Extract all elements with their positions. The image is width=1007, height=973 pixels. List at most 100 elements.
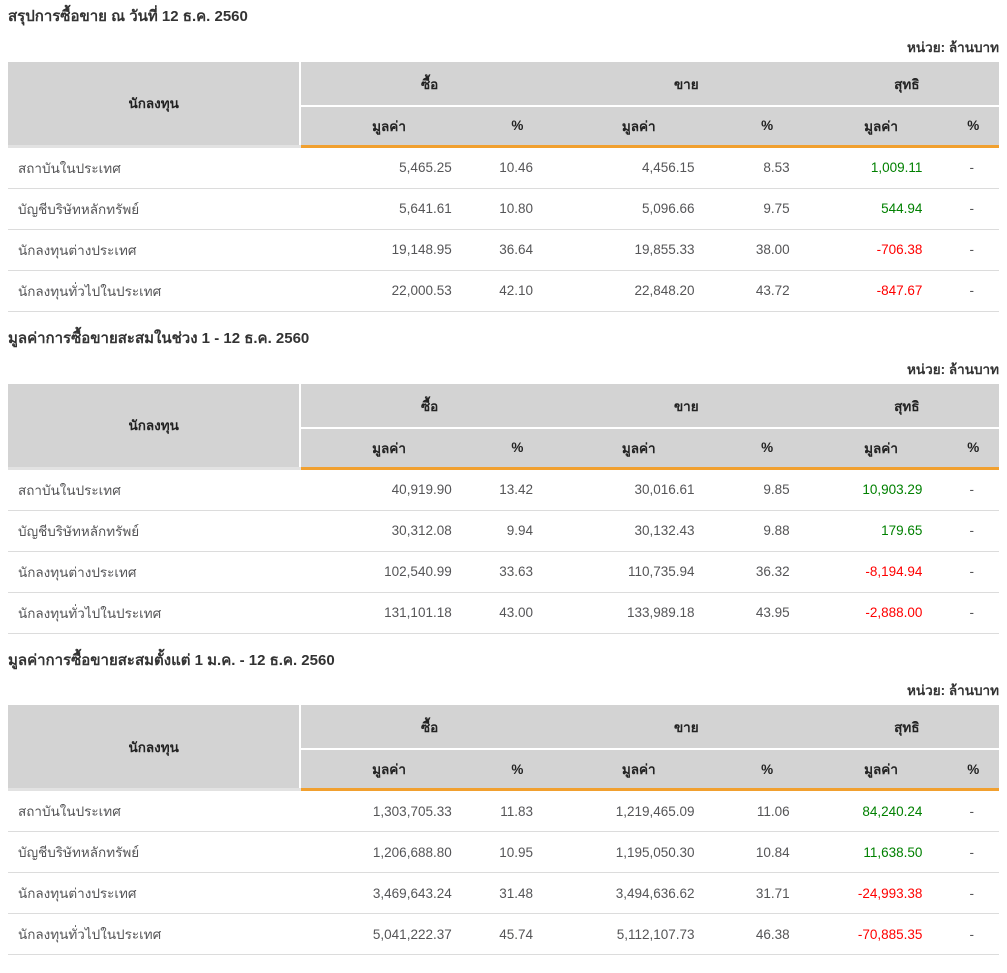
cell-buy-value: 40,919.90 — [300, 468, 477, 511]
col-header-investor: นักลงทุน — [8, 705, 302, 792]
cell-sell-value: 5,096.66 — [557, 188, 720, 230]
table-row: สถาบันในประเทศ 5,465.25 10.46 4,456.15 8… — [8, 146, 999, 189]
cell-net-value: 10,903.29 — [814, 468, 948, 511]
cell-sell-value: 133,989.18 — [557, 592, 720, 634]
cell-investor: สถาบันในประเทศ — [8, 789, 301, 833]
col-header-buy-value: มูลค่า — [300, 427, 477, 470]
cell-investor: นักลงทุนทั่วไปในประเทศ — [8, 592, 301, 634]
cell-sell-value: 30,016.61 — [557, 468, 720, 511]
cell-sell-percent: 11.06 — [719, 789, 815, 833]
cell-net-value: 179.65 — [814, 510, 948, 552]
col-group-sell: ขาย — [557, 383, 815, 429]
cell-net-value: 1,009.11 — [814, 146, 948, 189]
cell-net-value: -2,888.00 — [814, 592, 948, 634]
col-header-buy-value: มูลค่า — [300, 105, 477, 148]
cell-buy-value: 30,312.08 — [300, 510, 477, 552]
cell-net-percent: - — [947, 270, 999, 312]
table-row: บัญชีบริษัทหลักทรัพย์ 5,641.61 10.80 5,0… — [8, 188, 999, 230]
header-sub-row: มูลค่า % มูลค่า % มูลค่า % — [8, 105, 999, 148]
page: { "unit_label": "หน่วย: ล้านบาท", "colum… — [8, 8, 999, 956]
col-header-net-percent: % — [947, 427, 999, 470]
col-header-buy-percent: % — [476, 105, 558, 148]
cell-buy-value: 22,000.53 — [300, 270, 477, 312]
col-group-net: สุทธิ — [814, 61, 999, 107]
col-group-sell: ขาย — [557, 705, 815, 751]
cell-investor: สถาบันในประเทศ — [8, 146, 301, 189]
cell-sell-percent: 9.85 — [719, 468, 815, 511]
cell-sell-value: 110,735.94 — [557, 551, 720, 593]
cell-buy-value: 5,641.61 — [300, 188, 477, 230]
unit-label: หน่วย: ล้านบาท — [907, 683, 999, 699]
section-title: มูลค่าการซื้อขายสะสมในช่วง 1 - 12 ธ.ค. 2… — [8, 329, 310, 347]
cell-net-value: -847.67 — [814, 270, 948, 312]
cell-sell-value: 5,112,107.73 — [557, 913, 720, 956]
col-header-net-value: มูลค่า — [814, 749, 948, 792]
cell-buy-percent: 13.42 — [476, 468, 558, 511]
year-to-date-table: นักลงทุน ซื้อ ขาย สุทธิ มูลค่า % มูลค่า … — [8, 705, 999, 956]
cell-sell-value: 30,132.43 — [557, 510, 720, 552]
cell-net-percent: - — [947, 188, 999, 230]
cell-net-value: -24,993.38 — [814, 872, 948, 915]
col-header-net-percent: % — [947, 749, 999, 792]
cell-buy-percent: 45.74 — [476, 913, 558, 956]
section-title: มูลค่าการซื้อขายสะสมตั้งแต่ 1 ม.ค. - 12 … — [8, 651, 335, 669]
cell-buy-percent: 31.48 — [476, 872, 558, 915]
cell-buy-value: 1,303,705.33 — [300, 789, 477, 833]
cell-investor: นักลงทุนทั่วไปในประเทศ — [8, 913, 301, 956]
cell-investor: บัญชีบริษัทหลักทรัพย์ — [8, 188, 301, 230]
col-header-buy-percent: % — [476, 427, 558, 470]
cell-sell-value: 19,855.33 — [557, 229, 720, 271]
table-header: นักลงทุน ซื้อ ขาย สุทธิ มูลค่า % มูลค่า … — [8, 383, 999, 470]
table-header: นักลงทุน ซื้อ ขาย สุทธิ มูลค่า % มูลค่า … — [8, 705, 999, 792]
cell-buy-percent: 11.83 — [476, 789, 558, 833]
cell-net-value: 544.94 — [814, 188, 948, 230]
cell-investor: นักลงทุนต่างประเทศ — [8, 229, 301, 271]
table-header: นักลงทุน ซื้อ ขาย สุทธิ มูลค่า % มูลค่า … — [8, 61, 999, 148]
cell-net-percent: - — [947, 146, 999, 189]
header-group-row: นักลงทุน ซื้อ ขาย สุทธิ — [8, 383, 999, 470]
header-group-row: นักลงทุน ซื้อ ขาย สุทธิ — [8, 61, 999, 148]
col-group-net: สุทธิ — [814, 705, 999, 751]
cell-net-percent: - — [947, 789, 999, 833]
col-header-buy-percent: % — [476, 749, 558, 792]
cell-net-percent: - — [947, 510, 999, 552]
cell-investor: บัญชีบริษัทหลักทรัพย์ — [8, 510, 301, 552]
cell-buy-value: 102,540.99 — [300, 551, 477, 593]
cell-sell-value: 22,848.20 — [557, 270, 720, 312]
cell-sell-percent: 36.32 — [719, 551, 815, 593]
cell-buy-value: 5,041,222.37 — [300, 913, 477, 956]
section-year-to-date-summary: มูลค่าการซื้อขายสะสมตั้งแต่ 1 ม.ค. - 12 … — [8, 652, 999, 956]
col-header-net-value: มูลค่า — [814, 427, 948, 470]
cell-sell-value: 4,456.15 — [557, 146, 720, 189]
cell-sell-percent: 9.88 — [719, 510, 815, 552]
cell-buy-percent: 36.64 — [476, 229, 558, 271]
col-group-net: สุทธิ — [814, 383, 999, 429]
cell-net-percent: - — [947, 551, 999, 593]
table-row: นักลงทุนทั่วไปในประเทศ 5,041,222.37 45.7… — [8, 913, 999, 956]
cell-sell-percent: 46.38 — [719, 913, 815, 956]
cell-sell-percent: 8.53 — [719, 146, 815, 189]
col-header-sell-percent: % — [719, 427, 815, 470]
unit-label: หน่วย: ล้านบาท — [907, 361, 999, 377]
cell-sell-value: 1,219,465.09 — [557, 789, 720, 833]
cell-buy-value: 19,148.95 — [300, 229, 477, 271]
col-header-buy-value: มูลค่า — [300, 749, 477, 792]
cell-sell-percent: 31.71 — [719, 872, 815, 915]
cell-buy-percent: 43.00 — [476, 592, 558, 634]
table-row: นักลงทุนทั่วไปในประเทศ 22,000.53 42.10 2… — [8, 270, 999, 312]
cell-investor: นักลงทุนทั่วไปในประเทศ — [8, 270, 301, 312]
col-header-sell-percent: % — [719, 105, 815, 148]
col-header-investor: นักลงทุน — [8, 383, 302, 470]
table-row: นักลงทุนต่างประเทศ 102,540.99 33.63 110,… — [8, 551, 999, 593]
cell-sell-value: 3,494,636.62 — [557, 872, 720, 915]
table-row: สถาบันในประเทศ 1,303,705.33 11.83 1,219,… — [8, 789, 999, 833]
cell-sell-percent: 43.72 — [719, 270, 815, 312]
cell-net-percent: - — [947, 913, 999, 956]
col-header-sell-value: มูลค่า — [557, 427, 720, 470]
section-month-to-date-summary: มูลค่าการซื้อขายสะสมในช่วง 1 - 12 ธ.ค. 2… — [8, 330, 999, 634]
month-to-date-table: นักลงทุน ซื้อ ขาย สุทธิ มูลค่า % มูลค่า … — [8, 383, 999, 634]
cell-buy-percent: 9.94 — [476, 510, 558, 552]
col-group-buy: ซื้อ — [300, 705, 558, 751]
col-group-buy: ซื้อ — [300, 61, 558, 107]
cell-buy-percent: 42.10 — [476, 270, 558, 312]
